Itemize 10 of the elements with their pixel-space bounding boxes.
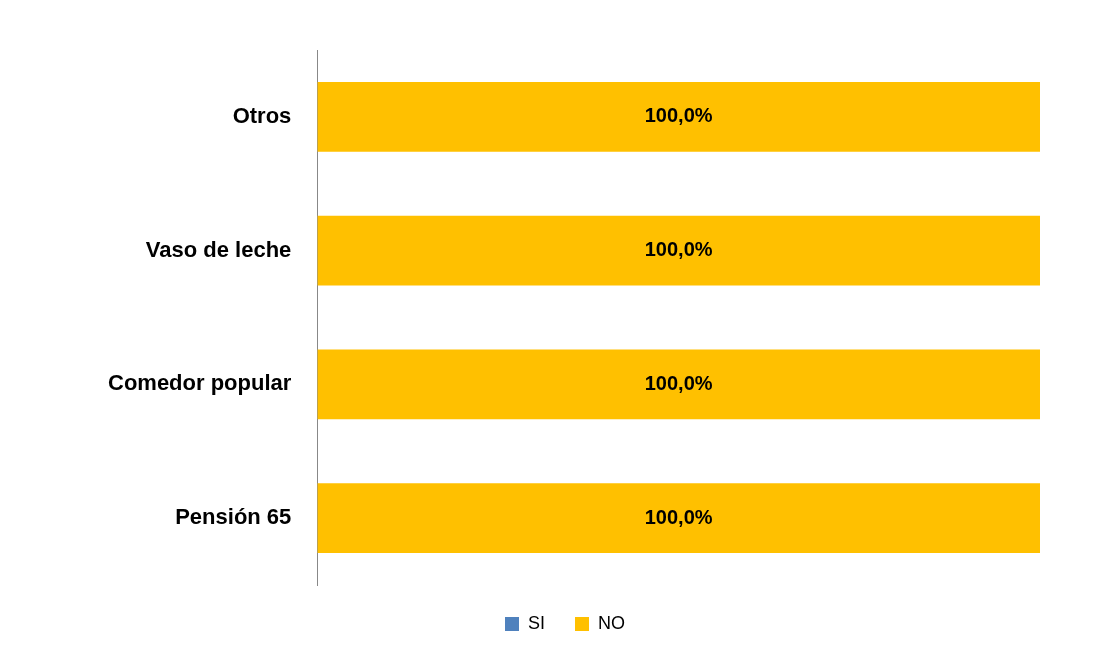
data-label: 100,0% — [644, 371, 713, 394]
legend-label: SI — [528, 612, 546, 633]
y-tick-label: Pensión 65 — [175, 504, 292, 530]
data-label: 100,0% — [644, 238, 713, 261]
y-tick-label: Otros — [232, 102, 292, 128]
y-tick-label: Comedor popular — [107, 370, 292, 396]
y-tick-label: Vaso de leche — [145, 236, 292, 262]
data-label: 100,0% — [644, 505, 713, 528]
data-label: 100,0% — [644, 104, 713, 127]
legend-label: NO — [598, 612, 625, 633]
